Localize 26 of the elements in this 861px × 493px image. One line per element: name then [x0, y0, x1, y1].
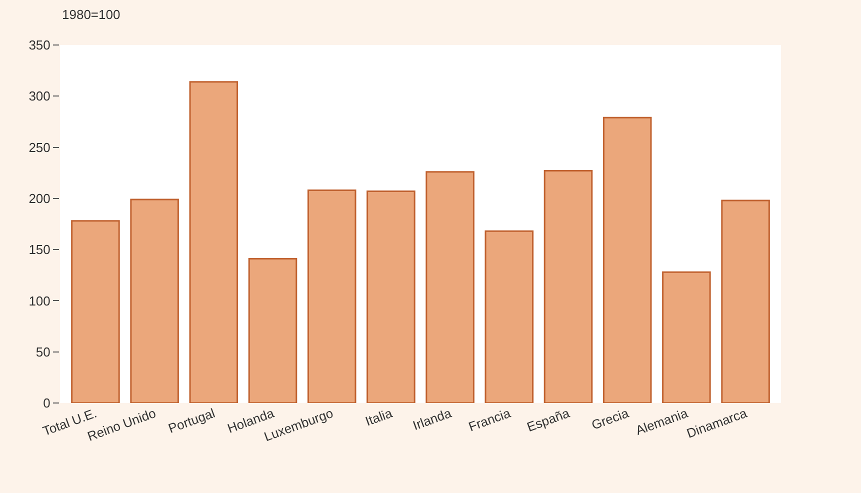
bar — [248, 258, 298, 403]
x-tick-label: Francia — [466, 405, 514, 434]
x-tick-label: Irlanda — [410, 405, 454, 434]
x-tick-label: Italia — [363, 405, 395, 429]
bar — [721, 200, 770, 403]
y-tick-label: 350 — [28, 38, 50, 53]
bar — [189, 81, 238, 403]
y-tick-label: 300 — [28, 88, 50, 104]
bar — [71, 220, 120, 403]
bar — [307, 190, 356, 403]
y-tick-label: 0 — [43, 396, 50, 411]
bar — [544, 170, 593, 403]
x-tick-label: Grecia — [589, 405, 632, 433]
x-tick-label: España — [524, 405, 572, 435]
y-tick-label: 200 — [28, 190, 50, 206]
bar — [484, 230, 534, 403]
bar — [602, 116, 652, 403]
bar — [662, 271, 711, 403]
text: 1980=100 — [62, 7, 120, 22]
bar — [130, 198, 179, 403]
y-tick-label: 50 — [36, 344, 50, 360]
y-tick-label: 250 — [28, 140, 50, 155]
bar — [366, 190, 416, 403]
y-tick-label: 100 — [28, 293, 50, 308]
bar — [426, 171, 474, 403]
y-tick-label: 150 — [28, 242, 50, 258]
